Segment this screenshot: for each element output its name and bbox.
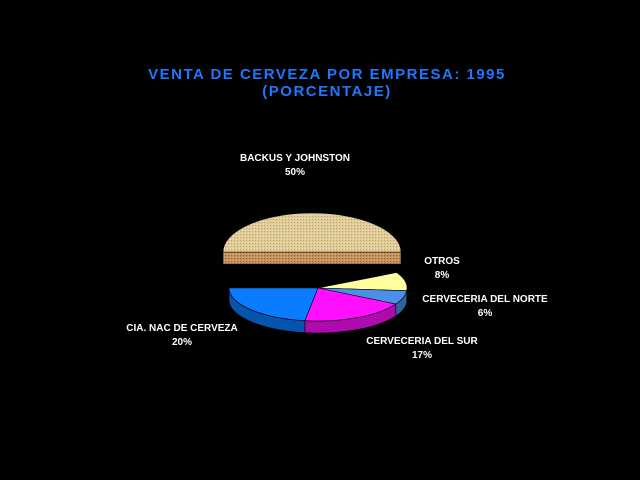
pie-slice-1 — [222, 212, 402, 265]
slice-value-2: 8% — [435, 270, 450, 281]
chart-subtitle: (PORCENTAJE) — [262, 83, 391, 100]
slice-label-4: CERVECERIA DEL SUR — [366, 336, 478, 347]
pie-slice-5 — [228, 287, 319, 333]
pie-slice-3 — [317, 287, 408, 317]
slice-value-1: 50% — [285, 167, 305, 178]
pie-slices — [222, 212, 408, 334]
slice-value-4: 17% — [412, 350, 432, 361]
slice-label-2: OTROS — [424, 256, 460, 267]
slice-label-3: CERVECERIA DEL NORTE — [422, 294, 548, 305]
slice-value-5: 20% — [172, 337, 192, 348]
slice-label-5: CIA. NAC DE CERVEZA — [126, 323, 238, 334]
pie-slice-4 — [304, 287, 397, 334]
slice-label-1: BACKUS Y JOHNSTON — [240, 153, 350, 164]
slice-value-3: 6% — [478, 308, 493, 319]
pie-labels: BACKUS Y JOHNSTON 50% OTROS 8% CERVECERIA DE… — [126, 153, 548, 361]
chart-title: VENTA DE CERVEZA POR EMPRESA: 1995 — [148, 66, 506, 83]
